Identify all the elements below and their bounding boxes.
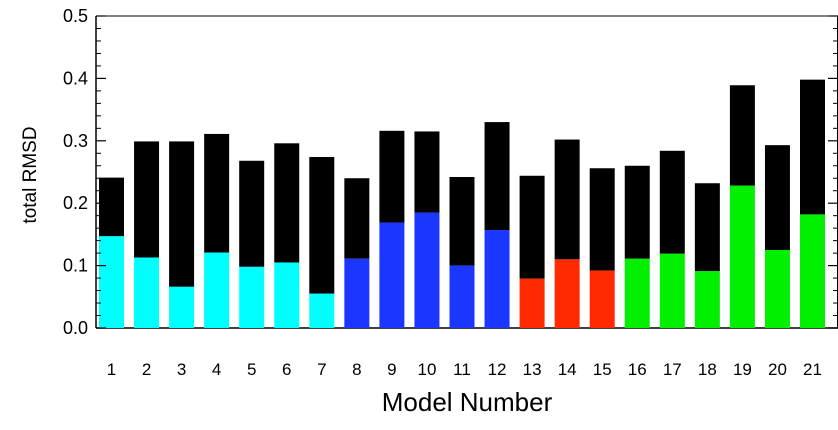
- bar-bottom-segment: [414, 212, 440, 328]
- bar-top-segment: [344, 178, 370, 259]
- x-tick-label: 5: [247, 360, 256, 379]
- y-axis-title: total RMSD: [20, 126, 41, 223]
- bar-top-segment: [659, 150, 685, 254]
- bar-top-segment: [484, 122, 510, 231]
- x-tick-label: 12: [488, 360, 507, 379]
- bar-top-segment: [519, 175, 545, 279]
- bar-top-segment: [554, 139, 580, 260]
- x-tick-label: 11: [453, 360, 471, 379]
- x-tick-label: 17: [663, 360, 682, 379]
- x-tick-label: 4: [212, 360, 221, 379]
- bar-top-segment: [99, 177, 124, 237]
- bar-bottom-segment: [800, 214, 825, 328]
- bar-bottom-segment: [204, 252, 230, 328]
- x-tick-label: 6: [282, 360, 291, 379]
- bar-top-segment: [800, 79, 825, 215]
- y-tick-label: 0.3: [63, 131, 88, 151]
- bar-bottom-segment: [729, 185, 755, 328]
- x-axis-title: Model Number: [382, 387, 553, 417]
- bar-bottom-segment: [764, 250, 790, 328]
- x-tick-label: 9: [387, 360, 396, 379]
- x-tick-label: 1: [107, 360, 116, 379]
- x-tick-label: 20: [768, 360, 787, 379]
- bar-bottom-segment: [99, 236, 124, 328]
- bar-bottom-segment: [519, 278, 545, 328]
- bar-top-segment: [309, 157, 335, 294]
- bar-bottom-segment: [379, 222, 405, 328]
- bar-top-segment: [169, 141, 195, 287]
- bar-bottom-segment: [694, 271, 720, 328]
- bar-bottom-segment: [239, 266, 265, 328]
- bar-top-segment: [204, 133, 230, 253]
- x-tick-label: 18: [698, 360, 717, 379]
- bar-top-segment: [729, 85, 755, 186]
- bar-bottom-segment: [449, 265, 475, 328]
- bar-bottom-segment: [274, 262, 300, 328]
- bar-top-segment: [239, 160, 265, 267]
- x-tick-label: 16: [628, 360, 647, 379]
- y-tick-label: 0.4: [63, 68, 88, 88]
- x-tick-label: 19: [733, 360, 752, 379]
- bar-top-segment: [624, 165, 650, 259]
- y-tick-label: 0.1: [63, 256, 88, 276]
- bar-top-segment: [274, 143, 300, 263]
- bar-top-segment: [764, 145, 790, 250]
- x-tick-label: 8: [352, 360, 361, 379]
- x-tick-label: 2: [142, 360, 151, 379]
- bars: [99, 79, 825, 328]
- bar-bottom-segment: [554, 259, 580, 328]
- x-tick-label: 15: [593, 360, 612, 379]
- bar-top-segment: [379, 130, 405, 223]
- bar-bottom-segment: [659, 253, 685, 328]
- y-axis-ticks: 0.0 0.1 0.2 0.3 0.4 0.5: [63, 6, 838, 338]
- x-tick-label: 3: [177, 360, 186, 379]
- bar-top-segment: [589, 168, 615, 271]
- bar-bottom-segment: [344, 258, 370, 328]
- bar-bottom-segment: [484, 230, 510, 328]
- bar-bottom-segment: [169, 286, 195, 328]
- x-tick-label: 14: [558, 360, 577, 379]
- x-tick-label: 10: [417, 360, 436, 379]
- bar-top-segment: [414, 131, 440, 213]
- x-tick-label: 21: [803, 360, 822, 379]
- y-tick-label: 0.0: [63, 318, 88, 338]
- bar-top-segment: [134, 141, 160, 258]
- y-tick-label: 0.2: [63, 193, 88, 213]
- bar-bottom-segment: [589, 270, 615, 328]
- bar-bottom-segment: [309, 293, 335, 328]
- bar-top-segment: [694, 183, 720, 272]
- bar-bottom-segment: [624, 258, 650, 328]
- bar-bottom-segment: [134, 257, 160, 328]
- x-tick-label: 7: [317, 360, 326, 379]
- bar-top-segment: [449, 176, 475, 266]
- y-tick-label: 0.5: [63, 6, 88, 26]
- x-axis-ticks: 1 2 3 4 5 6 7 8 9 10 11 12 13 14 15 16 17 18 19 20 21: [107, 360, 822, 379]
- x-tick-label: 13: [523, 360, 542, 379]
